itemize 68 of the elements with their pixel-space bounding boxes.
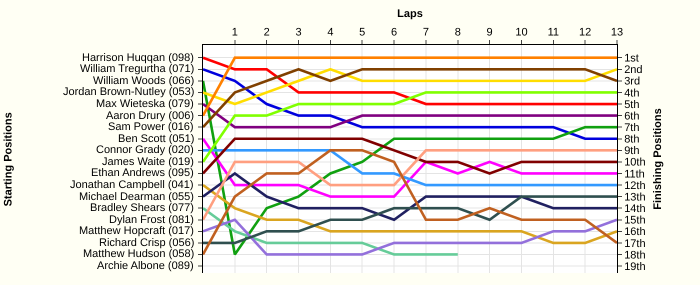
- y-tick-label: 13th: [624, 191, 646, 204]
- text: Ethan Andrews (095): [91, 167, 194, 179]
- x-tick-label: 4: [327, 26, 334, 39]
- y-tick-label: 12th: [624, 180, 646, 192]
- line-series: [203, 184, 617, 244]
- y-tick-label: 17th: [624, 238, 646, 250]
- text: Michael Dearman (055): [79, 191, 194, 203]
- x-tick-label: 9: [486, 26, 493, 39]
- x-tick-label: 12: [579, 26, 592, 39]
- y-tick-label: 6th: [624, 110, 640, 122]
- x-tick-label: 8: [454, 26, 461, 39]
- y-axis-title: Finishing Positions: [652, 108, 664, 210]
- line-series: [203, 172, 617, 222]
- text: Sam Power (016): [108, 121, 194, 133]
- text: Bradley Shears (077): [90, 202, 194, 214]
- y-tick-label: 10th: [624, 156, 646, 169]
- x-tick-label: 11: [548, 26, 560, 39]
- x-axis-title: Laps: [397, 8, 423, 20]
- text: Richard Crisp (056): [99, 237, 194, 249]
- y-tick-label: 4th: [624, 87, 640, 100]
- text: Harrison Huqqan (098): [82, 52, 194, 64]
- line-series: [203, 68, 617, 128]
- text: James Waite (019): [102, 156, 194, 168]
- line-series: [203, 91, 617, 164]
- text: William Tregurtha (071): [80, 63, 194, 75]
- line-series: [203, 149, 617, 222]
- y-tick-label: 7th: [624, 122, 640, 134]
- y-tick-label: 11th: [624, 168, 645, 180]
- line-series: [203, 149, 617, 256]
- y-tick-label: 14th: [624, 203, 646, 216]
- text: Dylan Frost (081): [109, 214, 194, 226]
- line-series: [203, 68, 617, 106]
- x-tick-label: 6: [391, 26, 398, 39]
- line-series: [203, 68, 617, 140]
- y-tick-label: 18th: [624, 249, 646, 262]
- y-tick-label: 9th: [624, 145, 640, 158]
- x-tick-label: 3: [295, 26, 302, 39]
- line-series: [203, 56, 617, 106]
- y-tick-label: 15th: [624, 214, 646, 227]
- text: Matthew Hopcraft (017): [79, 225, 194, 237]
- text: William Woods (066): [93, 75, 194, 87]
- y-tick-label: 2nd: [624, 64, 643, 76]
- text: Starting Positions: [2, 112, 14, 206]
- x-tick-label: 5: [359, 26, 366, 39]
- line-series: [203, 218, 617, 256]
- text: Connor Grady (020): [96, 144, 194, 156]
- y-tick-label: 3rd: [624, 76, 640, 88]
- x-tick-label: 7: [422, 26, 429, 39]
- text: Matthew Hudson (058): [83, 248, 194, 260]
- x-tick-label: 10: [515, 26, 528, 39]
- line-series: [203, 195, 617, 244]
- x-tick-label: 1: [232, 26, 238, 39]
- x-tick-label: 2: [264, 26, 270, 39]
- text: Aaron Drury (006): [106, 110, 194, 122]
- y-tick-label: 16th: [624, 226, 646, 238]
- line-series: [203, 206, 460, 256]
- y-tick-label: 1st: [624, 52, 639, 65]
- line-series: [203, 137, 617, 175]
- line-series: [203, 137, 617, 198]
- text: Max Wieteska (079): [96, 98, 194, 110]
- y-tick-label: 5th: [624, 98, 640, 111]
- y-tick-label: 19th: [624, 260, 646, 273]
- text: Jonathan Campbell (041): [70, 179, 194, 191]
- y-tick-label: 8th: [624, 134, 640, 146]
- text: Jordan Brown-Nutley (053): [63, 86, 194, 98]
- text: Archie Albone (089): [97, 260, 194, 272]
- text: Ben Scott (051): [118, 133, 194, 145]
- x-tick-label: 13: [610, 26, 624, 39]
